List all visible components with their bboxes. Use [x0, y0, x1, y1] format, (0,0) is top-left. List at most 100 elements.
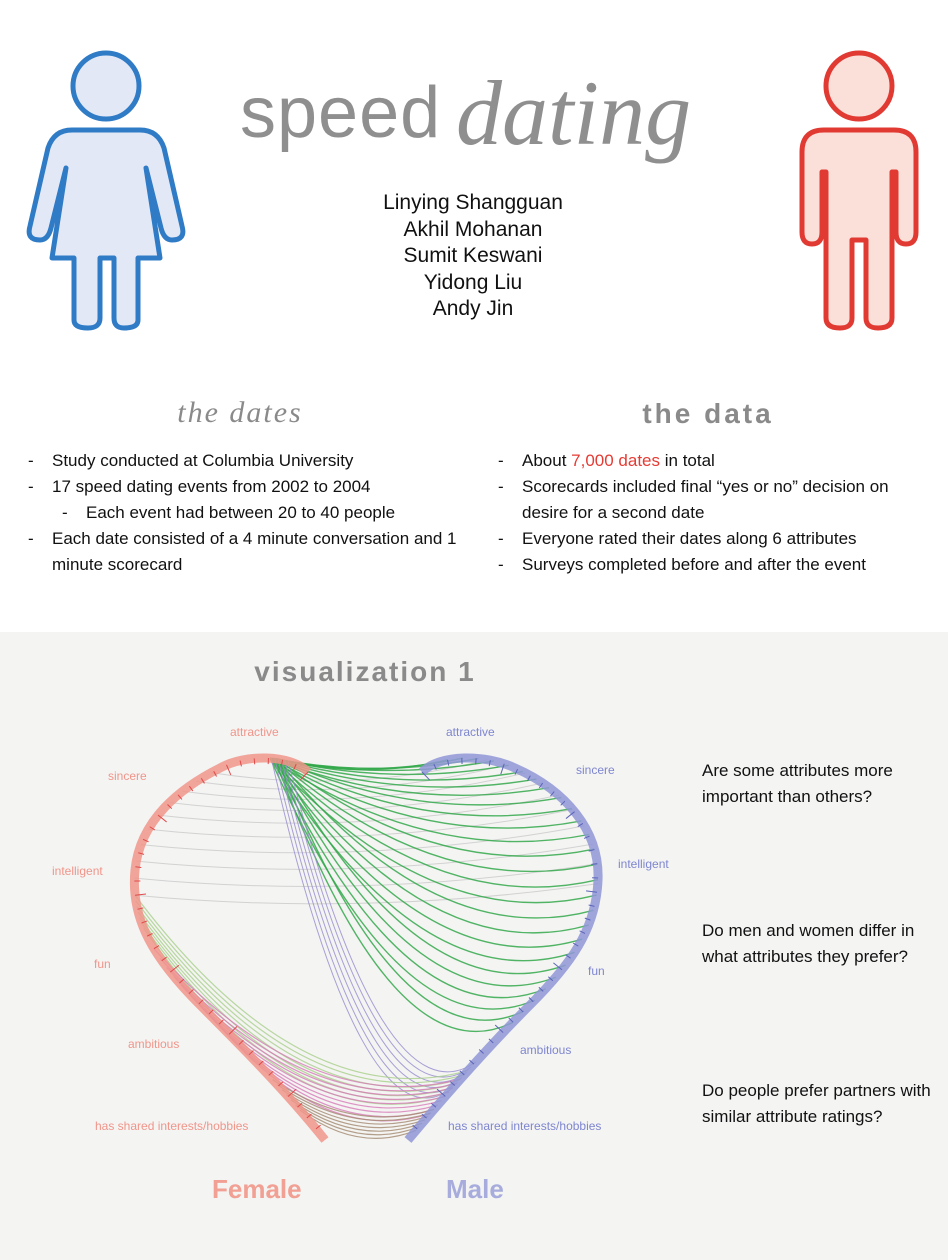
- male-arc-tick: [421, 1113, 427, 1119]
- male-arc-tick: [547, 976, 554, 982]
- female-arc-tick: [238, 1039, 244, 1045]
- data-heading: the data: [642, 398, 774, 429]
- list-item: About 7,000 dates in total: [494, 448, 914, 474]
- male-attribute-label: fun: [588, 964, 605, 978]
- chord-link: [270, 758, 454, 1099]
- chord-link: [276, 758, 594, 919]
- dates-list: Study conducted at Columbia University 1…: [24, 448, 464, 578]
- chord-link: [271, 758, 546, 999]
- chord-link: [157, 794, 559, 824]
- male-arc-tick: [560, 800, 566, 806]
- author-name: Linying Shangguan: [383, 191, 563, 214]
- female-arc-tick: [146, 933, 153, 937]
- female-arc-tick: [306, 1113, 312, 1119]
- male-attribute-label: intelligent: [618, 857, 669, 871]
- female-arc-tick: [188, 989, 194, 995]
- male-arc-tick: [447, 759, 450, 766]
- female-arc-tick: [179, 978, 185, 984]
- male-arc-tick: [449, 1081, 456, 1086]
- female-arc-tick: [153, 945, 160, 950]
- male-arc-tick: [488, 1038, 494, 1044]
- chord-link: [274, 757, 573, 817]
- chord-link: [135, 883, 598, 905]
- male-arc-tick: [431, 1102, 437, 1108]
- female-label: Female: [212, 1174, 302, 1204]
- male-arc-tick: [488, 760, 491, 767]
- female-arc-tick: [142, 838, 149, 843]
- female-arc-tick: [253, 758, 256, 765]
- chord-link: [272, 757, 582, 829]
- female-arc: [129, 753, 329, 1143]
- male-arc-tick: [478, 1049, 484, 1054]
- female-arc-tick: [300, 771, 309, 781]
- list-item-suffix: in total: [660, 451, 715, 470]
- male-arc-tick: [583, 835, 590, 839]
- list-item: 17 speed dating events from 2002 to 2004: [24, 474, 464, 500]
- chord-link: [280, 759, 467, 1083]
- male-arc-tick: [588, 849, 595, 852]
- chord-link: [290, 1099, 423, 1132]
- male-arc-tick: [469, 1059, 475, 1065]
- male-attribute-label: ambitious: [520, 1043, 571, 1057]
- chord-link: [274, 758, 514, 1033]
- heart-arcs: [129, 753, 603, 1143]
- person-figure-red-icon: [799, 50, 919, 331]
- male-arc-tick: [572, 942, 579, 947]
- male-arc: [404, 753, 603, 1143]
- female-arc-tick: [268, 1070, 274, 1076]
- male-attribute-label: attractive: [446, 725, 495, 739]
- author-name: Sumit Keswani: [403, 244, 543, 267]
- chord-link: [276, 758, 566, 975]
- chord-link: [269, 757, 536, 1010]
- chord-link: [274, 758, 589, 934]
- male-arc-tick: [421, 771, 430, 781]
- attribute-labels: attractive sincere intelligent fun ambitious…: [52, 725, 669, 1133]
- male-attribute-label: sincere: [576, 763, 615, 777]
- female-arc-tick: [248, 1050, 254, 1056]
- chord-link: [274, 758, 557, 987]
- list-subitem: Each event had between 20 to 40 people: [24, 500, 464, 526]
- female-arc-tick: [161, 956, 167, 962]
- chord-link: [134, 863, 598, 887]
- chord-link: [140, 825, 585, 854]
- female-attribute-label: fun: [94, 957, 111, 971]
- female-attribute-label: attractive: [230, 725, 279, 739]
- chord-link: [136, 906, 461, 1088]
- female-attribute-label: has shared interests/hobbies: [95, 1119, 248, 1133]
- title-script-text: dating: [456, 62, 692, 164]
- chord-link: [159, 957, 457, 1092]
- female-arc-tick: [287, 1088, 297, 1097]
- male-label: Male: [446, 1174, 504, 1204]
- chord-link: [276, 1084, 432, 1122]
- male-arc-tick: [494, 1024, 504, 1033]
- chord-link: [287, 761, 477, 1073]
- male-arc-tick: [538, 986, 544, 992]
- female-arc-tick: [297, 1102, 303, 1108]
- female-attribute-label: intelligent: [52, 864, 103, 878]
- highlight-count: 7,000 dates: [571, 451, 661, 470]
- chord-link: [135, 900, 465, 1084]
- chord-link: [139, 917, 454, 1097]
- author-name: Akhil Mohanan: [403, 217, 543, 241]
- male-arc-tick: [433, 763, 437, 770]
- female-arc-tick: [200, 778, 205, 784]
- female-arc-tick: [141, 920, 148, 924]
- dates-heading: the dates: [177, 396, 303, 429]
- male-attribute-label: has shared interests/hobbies: [448, 1119, 601, 1133]
- male-arc-tick: [412, 1124, 418, 1130]
- chord-link: [169, 782, 543, 812]
- list-item: Surveys completed before and after the e…: [494, 552, 914, 578]
- female-arc-tick: [213, 771, 217, 777]
- female-arc-tick: [177, 794, 183, 800]
- male-arc-tick: [586, 890, 598, 893]
- female-arc-tick: [167, 804, 173, 810]
- male-arc-tick: [577, 822, 584, 827]
- chord-link: [153, 948, 461, 1088]
- question-text: Are some attributes more important than …: [702, 761, 893, 806]
- visualization-heading: visualization 1: [254, 656, 476, 687]
- male-arc-tick: [588, 904, 595, 907]
- female-arc-tick: [135, 893, 147, 896]
- arc-ticks: [134, 758, 599, 1130]
- page-title: speed dating: [236, 60, 736, 190]
- male-arc-tick: [591, 863, 598, 865]
